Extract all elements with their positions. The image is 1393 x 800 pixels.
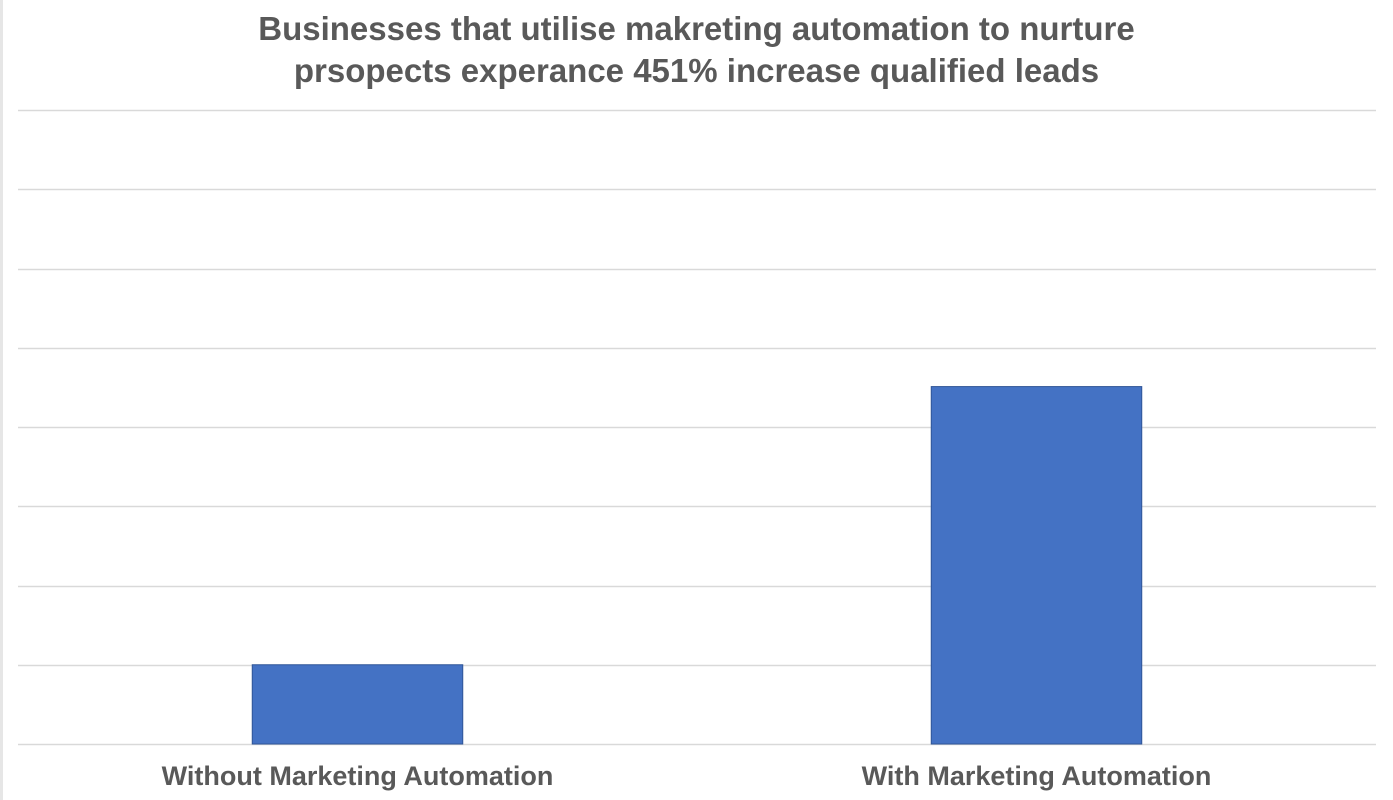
chart-left-border bbox=[0, 0, 3, 800]
chart-title-line-1: Businesses that utilise makreting automa… bbox=[258, 10, 1135, 47]
category-label-1: Without Marketing Automation bbox=[162, 761, 554, 791]
chart-title-line-2: prsopects experance 451% increase qualif… bbox=[293, 52, 1100, 89]
category-labels: Without Marketing Automation With Marketi… bbox=[162, 761, 1212, 791]
bars bbox=[251, 386, 1143, 745]
category-label-2: With Marketing Automation bbox=[862, 761, 1212, 791]
chart-title: Businesses that utilise makreting automa… bbox=[0, 8, 1393, 92]
bar-1 bbox=[251, 664, 464, 745]
gridlines bbox=[18, 109, 1376, 746]
bar-2 bbox=[930, 386, 1143, 745]
